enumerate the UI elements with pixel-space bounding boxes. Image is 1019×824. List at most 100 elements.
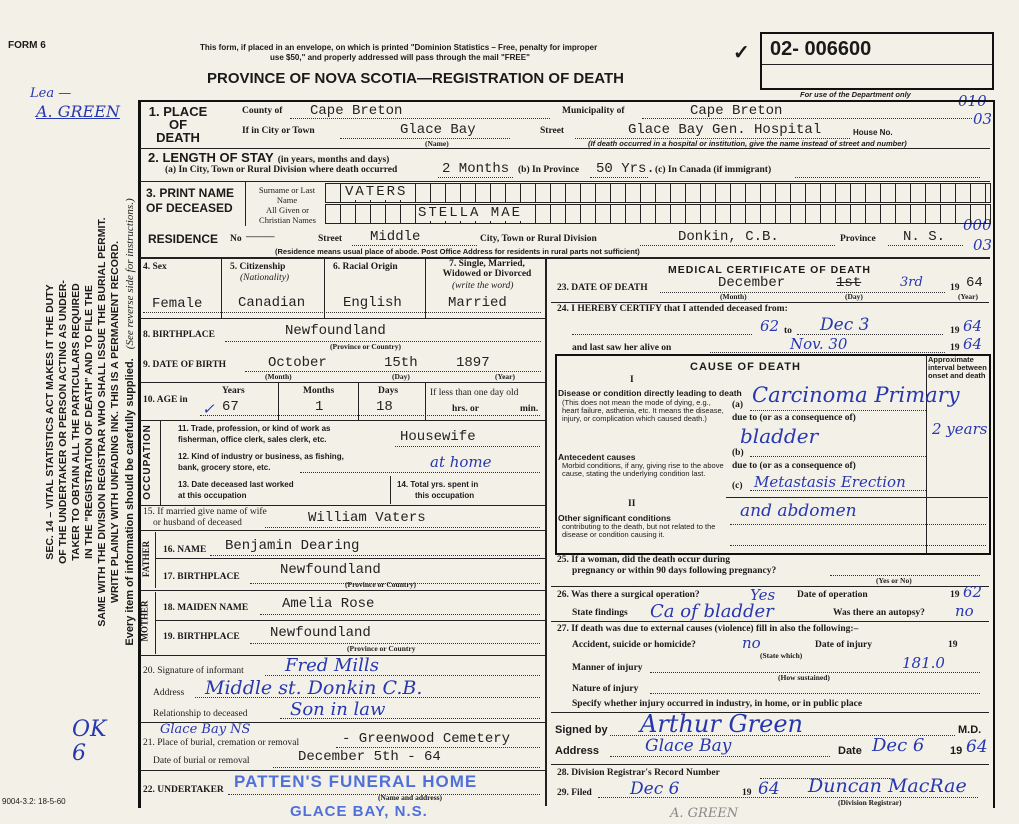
dob-year: 1897 [456,355,490,371]
stay-a-label: (a) In City, Town or Rural Division wher… [165,165,398,175]
autopsy-value: no [955,602,974,620]
q13-label: 13. Date deceased last worked [178,480,294,489]
op-date-label: Date of operation [797,590,868,600]
antecedent-note: Morbid conditions, if any, giving rise t… [562,461,724,478]
last-saw-label: and last saw her alive on [572,343,672,353]
sex-value: Female [152,296,203,312]
house-label: House No. [853,128,893,137]
manner-code: 181.0 [902,654,945,672]
residence-city-value: Donkin, C.B. [678,229,779,245]
age-years-label: Years [222,386,245,396]
burial-date-label: Date of burial or removal [153,756,250,766]
informant-address: Middle st. Donkin C.B. [205,677,423,699]
q11-label: 11. Trade, profession, or kind of work a… [178,424,331,433]
registrar-signature: Duncan MacRae [808,775,967,797]
certify-label: 24. I HEREBY CERTIFY that I attended dec… [557,304,788,314]
margin-ok-mark: OK 6 [72,717,107,766]
q28-label: 28. Division Registrar's Record Number [557,768,720,778]
injury-date-label: Date of injury [815,640,872,650]
sex-label: 4. Sex [143,262,167,272]
street-label: Street [540,126,565,136]
registration-number-box: 02- 006600 [760,32,994,90]
mother-name-label: 18. MAIDEN NAME [163,603,249,613]
findings-label: State findings [572,608,628,618]
registration-number: 02- 006600 [770,38,872,60]
hrs-label: hrs. or [452,404,479,414]
cause-c-label: (c) [732,481,743,491]
age-years-value: 67 [222,399,239,415]
given-names-value: STELLA MAE [418,205,523,221]
undertaker-label: 22. UNDERTAKER [143,785,224,795]
dod-day-struck: 1st [836,275,862,291]
medical-certificate-title: MEDICAL CERTIFICATE OF DEATH [668,264,871,276]
law-line: TAKER TO OBTAIN ALL THE PARTICULARS REQU… [70,283,82,561]
citizenship-note: (Nationality) [240,273,290,283]
burial-place-label: 21. Place of burial, cremation or remova… [143,738,300,748]
signed-by-label: Signed by [555,724,608,736]
residence-province-label: Province [840,234,876,244]
cause-a-value-2: bladder [740,424,819,448]
day-note: (Day) [392,372,410,381]
dob-month: October [268,355,327,371]
father-province-note: (Province or Country) [345,580,416,589]
father-name-value: Benjamin Dearing [225,538,360,554]
footer-handwriting: A. GREEN [670,806,739,821]
marital-status-label: 7. Single, Married, Widowed or Divorced [442,259,532,279]
yes-no-note: (Yes or No) [876,576,912,585]
how-sustained-note: (How sustained) [778,673,830,682]
age-days-label: Days [378,386,399,396]
q14-label: 14. Total yrs. spent in [397,480,479,489]
hospital-note: (If death occurred in a hospital or inst… [588,139,907,148]
spouse-name-value: William Vaters [308,510,426,526]
every-item-notice: Every item of information should be care… [124,358,136,646]
undertaker-stamp-address: GLACE BAY, N.S. [290,803,428,820]
accident-value: no [742,634,761,652]
residence-street-label: Street [318,234,343,244]
residence-no-value: ——— [246,232,275,242]
law-line: SAME WITH THE DIVISION REGISTRAR WHO SHA… [96,217,108,627]
dod-month: December [718,275,786,291]
to-year-prefix: 19 [950,326,960,336]
dod-label: 23. DATE OF DEATH [557,283,648,293]
marital-note: (write the word) [452,281,514,291]
q13-label-2: at this occupation [178,491,247,500]
burial-place-value: - Greenwood Cemetery [342,731,511,747]
surname-label: Surname or Last Name [258,185,316,205]
physician-address-label: Address [555,745,600,757]
operation-value: Yes [750,586,776,604]
q12-label: 12. Kind of industry or business, as fis… [178,452,344,461]
q11-label-2: fisherman, office clerk, sales clerk, et… [178,435,327,444]
informant-signature: Fred Mills [285,655,379,676]
last-saw-year: 64 [963,335,983,353]
undertaker-note: (Name and address) [378,793,443,802]
residence-city-label: City, Town or Rural Division [480,234,597,244]
residence-label: RESIDENCE [148,232,219,246]
q14-label-2: this occupation [415,491,475,500]
filed-year-prefix: 19 [742,788,752,798]
margin-code: 03 [973,110,993,128]
city-label: If in City or Town [242,126,315,136]
sign-date-label: Date [838,745,862,757]
state-which-note: (State which) [760,651,803,660]
accident-label: Accident, suicide or homicide? [572,640,696,650]
last-saw-year-prefix: 19 [950,343,960,353]
antecedent-title: Antecedent causes [558,452,636,462]
father-birthplace-label: 17. BIRTHPLACE [163,572,240,582]
relationship-label: Relationship to deceased [153,709,248,719]
age-label: 10. AGE in [143,395,188,405]
age-days-value: 18 [376,399,393,415]
physician-signature: Arthur Green [640,710,803,738]
residence-note: (Residence means usual place of abode. P… [275,247,640,256]
surname-boxes[interactable] [325,183,991,203]
sign-year: 64 [966,737,988,757]
undertaker-stamp: PATTEN'S FUNERAL HOME [234,772,478,791]
trade-value: Housewife [400,429,476,445]
postal-notice-2: use $50," and properly addressed will pa… [270,53,530,62]
city-value: Glace Bay [400,122,476,138]
op-year-prefix: 19 [950,590,960,600]
part-one-label: I [630,375,634,385]
findings-value: Ca of bladder [650,601,774,622]
law-line: SEC. 14 – VITAL STATISTICS ACT MAKES IT … [44,284,56,560]
q29-label: 29. Filed [557,788,592,798]
margin-handwriting: Lea — [30,86,72,101]
